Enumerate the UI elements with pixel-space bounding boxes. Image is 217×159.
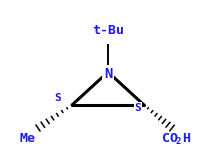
Text: N: N [104, 67, 112, 81]
Text: CO: CO [162, 131, 178, 145]
Text: H: H [182, 131, 190, 145]
Text: t-Bu: t-Bu [92, 24, 124, 37]
Text: 2: 2 [176, 136, 181, 145]
Text: S: S [135, 103, 141, 113]
Text: Me: Me [20, 131, 36, 145]
Text: S: S [55, 93, 61, 103]
